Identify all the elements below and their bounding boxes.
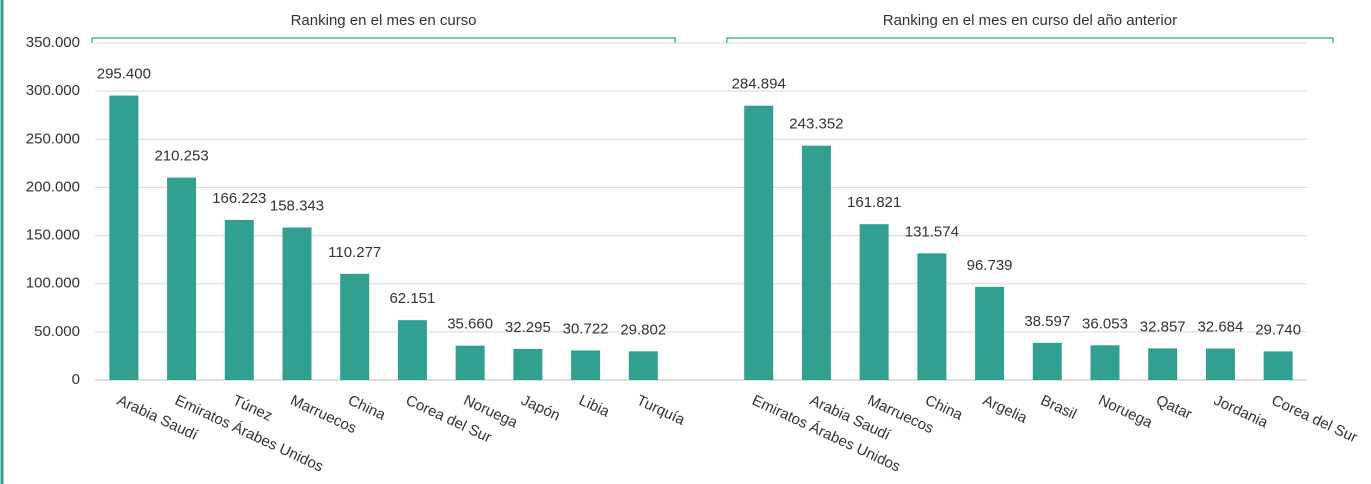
bar	[397, 320, 427, 380]
data-label: 32.684	[1197, 318, 1243, 335]
y-tick-label: 350.000	[26, 34, 80, 51]
data-label: 29.802	[620, 321, 666, 338]
bar	[1032, 342, 1062, 380]
bar	[167, 177, 197, 380]
data-label: 32.857	[1140, 318, 1186, 335]
bar	[1205, 348, 1235, 380]
bar	[744, 105, 774, 380]
data-label: 29.740	[1255, 321, 1301, 338]
x-tick-label: Brasil	[1038, 392, 1079, 423]
y-tick-label: 300.000	[26, 82, 80, 99]
x-tick-label: Japón	[518, 392, 562, 425]
bar	[282, 227, 312, 380]
bar	[801, 145, 831, 380]
x-tick-label: Qatar	[1153, 392, 1194, 423]
x-tick-label: Jordania	[1211, 392, 1271, 432]
bar	[859, 224, 889, 380]
data-label: 243.352	[789, 116, 843, 133]
y-tick-label: 250.000	[26, 130, 80, 147]
y-tick-label: 200.000	[26, 178, 80, 195]
group-title: Ranking en el mes en curso del año anter…	[883, 12, 1177, 29]
bar	[571, 350, 601, 380]
data-label: 210.253	[154, 148, 208, 165]
bar	[917, 253, 947, 380]
x-tick-label: Libia	[576, 392, 613, 421]
bar	[628, 351, 658, 380]
data-label: 96.739	[967, 257, 1013, 274]
data-label: 166.223	[212, 190, 266, 207]
group-title: Ranking en el mes en curso	[291, 12, 477, 29]
bar	[224, 219, 254, 380]
y-tick-label: 0	[72, 371, 80, 388]
x-tick-label: Turquía	[634, 392, 688, 429]
bar	[1148, 348, 1178, 380]
data-label: 36.053	[1082, 315, 1128, 332]
bar	[975, 286, 1005, 380]
data-label: 30.722	[563, 320, 609, 337]
bar	[340, 273, 370, 380]
x-tick-label: Argelia	[980, 392, 1030, 427]
data-label: 295.400	[97, 66, 151, 83]
data-label: 161.821	[847, 194, 901, 211]
data-label: 62.151	[389, 290, 435, 307]
data-label: 284.894	[732, 76, 786, 93]
data-label: 158.343	[270, 198, 324, 215]
bar	[455, 345, 485, 380]
bar	[1263, 351, 1293, 380]
group-bracket	[91, 37, 676, 43]
y-tick-label: 100.000	[26, 275, 80, 292]
data-label: 131.574	[905, 223, 959, 240]
bar	[513, 348, 543, 380]
data-label: 32.295	[505, 319, 551, 336]
data-label: 35.660	[447, 316, 493, 333]
data-label: 38.597	[1024, 313, 1070, 330]
data-label: 110.277	[328, 244, 381, 261]
x-tick-label: Corea del Sur	[1269, 392, 1360, 447]
y-tick-label: 150.000	[26, 227, 80, 244]
x-tick-label: Noruega	[1096, 392, 1156, 432]
bar	[1090, 345, 1120, 380]
y-tick-label: 50.000	[34, 323, 80, 340]
bar	[109, 95, 139, 381]
group-bracket	[726, 37, 1334, 43]
